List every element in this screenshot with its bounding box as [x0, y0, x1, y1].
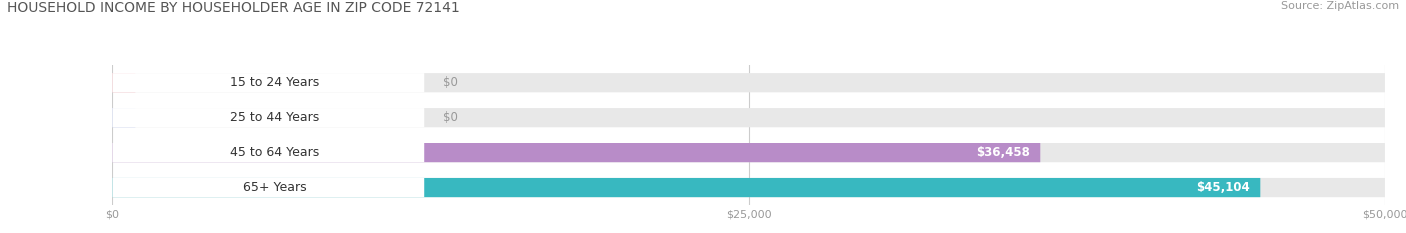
FancyBboxPatch shape [112, 108, 425, 127]
Text: HOUSEHOLD INCOME BY HOUSEHOLDER AGE IN ZIP CODE 72141: HOUSEHOLD INCOME BY HOUSEHOLDER AGE IN Z… [7, 1, 460, 15]
Text: Source: ZipAtlas.com: Source: ZipAtlas.com [1281, 1, 1399, 11]
FancyBboxPatch shape [112, 73, 135, 92]
FancyBboxPatch shape [112, 108, 1385, 127]
FancyBboxPatch shape [112, 178, 1260, 197]
FancyBboxPatch shape [112, 143, 1040, 162]
FancyBboxPatch shape [112, 73, 425, 92]
Text: $36,458: $36,458 [976, 146, 1031, 159]
Text: $0: $0 [443, 111, 458, 124]
FancyBboxPatch shape [112, 73, 1385, 92]
Text: 45 to 64 Years: 45 to 64 Years [231, 146, 319, 159]
FancyBboxPatch shape [112, 178, 1385, 197]
Text: 25 to 44 Years: 25 to 44 Years [231, 111, 319, 124]
Text: 65+ Years: 65+ Years [243, 181, 307, 194]
Text: 15 to 24 Years: 15 to 24 Years [231, 76, 319, 89]
FancyBboxPatch shape [112, 143, 1385, 162]
FancyBboxPatch shape [112, 108, 135, 127]
Text: $45,104: $45,104 [1197, 181, 1250, 194]
FancyBboxPatch shape [112, 143, 425, 162]
Text: $0: $0 [443, 76, 458, 89]
FancyBboxPatch shape [112, 178, 425, 197]
